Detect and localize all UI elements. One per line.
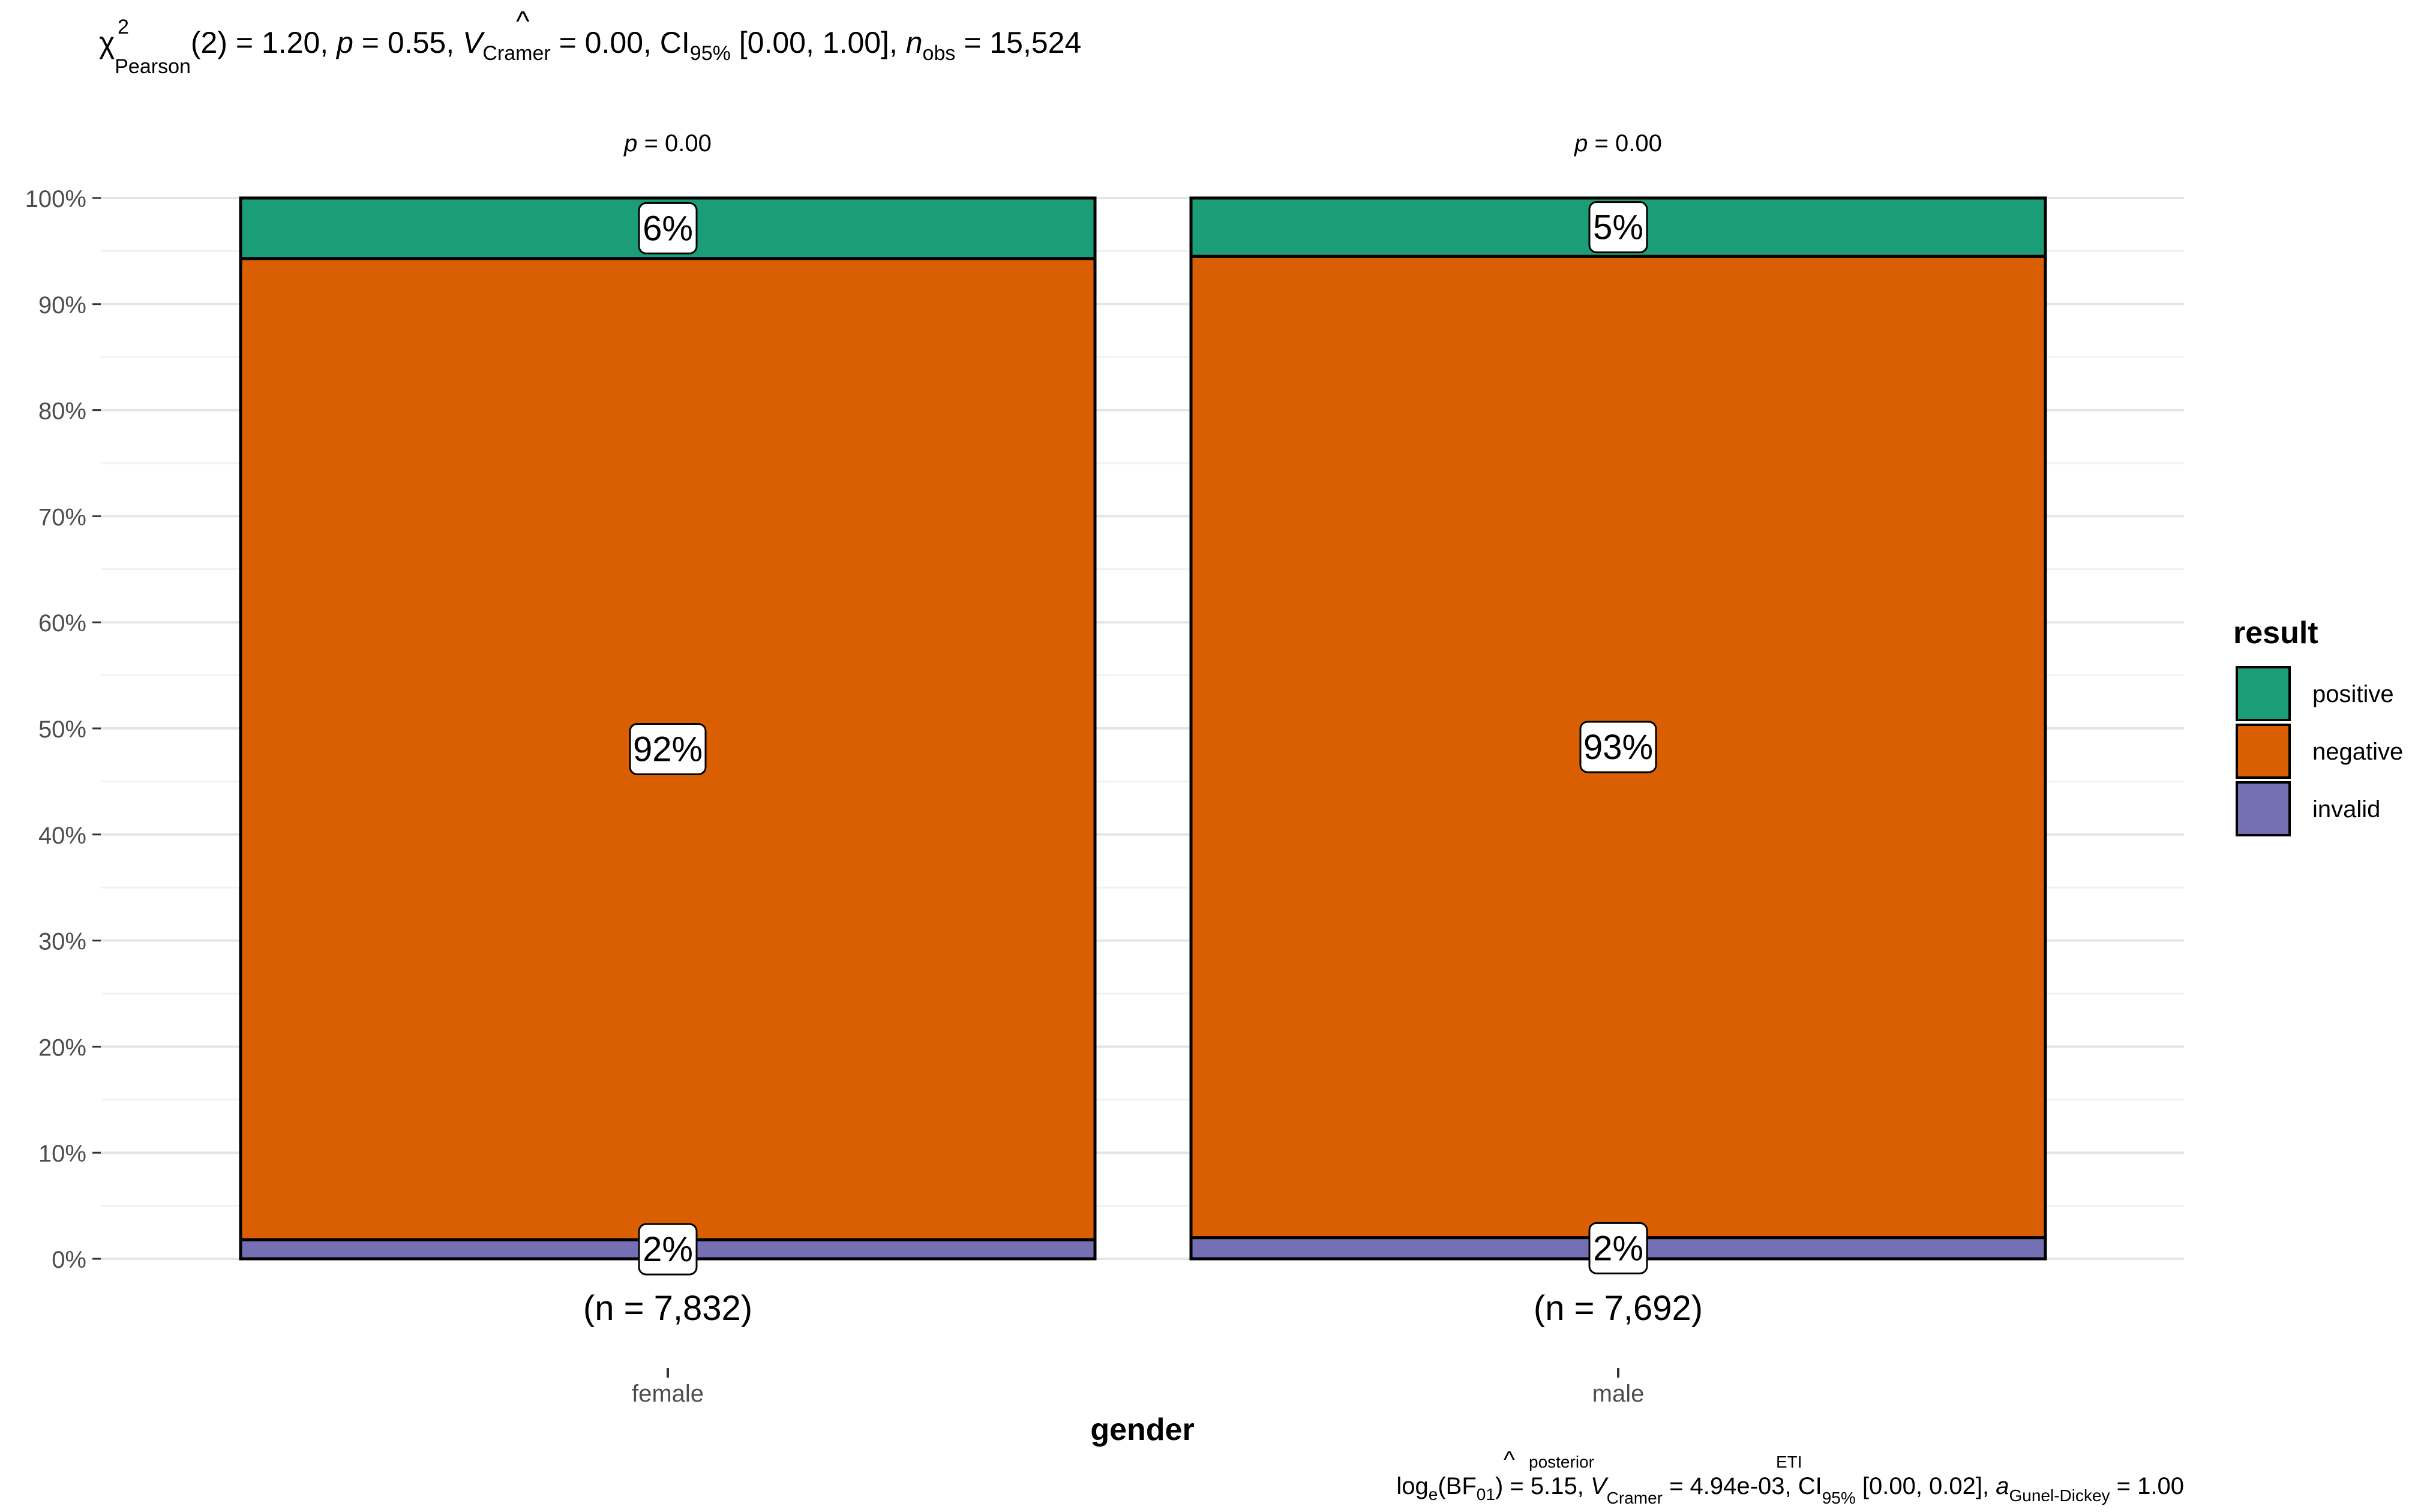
y-tick-label: 50% <box>38 716 86 743</box>
data-label: 2% <box>643 1230 693 1269</box>
caption-v-superscript: posterior <box>1529 1453 1594 1471</box>
chart-subtitle: χPearson(2) = 1.20, p = 0.55, VCramer = … <box>99 26 1081 78</box>
chi-superscript: 2 <box>118 16 129 38</box>
y-tick-label: 100% <box>25 186 86 212</box>
data-label: 92% <box>633 730 703 769</box>
y-tick-label: 40% <box>38 823 86 849</box>
legend-swatch-negative <box>2236 724 2291 779</box>
chart-caption: loge(BF01) = 5.15, VCramer = 4.94e-03, C… <box>1396 1473 2184 1507</box>
x-tick-label: male <box>1592 1381 1645 1407</box>
bar-n-label: (n = 7,832) <box>583 1289 752 1328</box>
data-label-box <box>1579 721 1657 773</box>
x-tick-label: female <box>632 1381 704 1407</box>
caption-v-hat: ^ <box>1504 1447 1515 1473</box>
bar-p-value-label: p = 0.00 <box>623 130 712 157</box>
bar-n-label: (n = 7,692) <box>1534 1289 1703 1328</box>
legend-swatch-positive <box>2236 666 2291 721</box>
data-label-box <box>1588 201 1648 254</box>
y-tick-label: 10% <box>38 1141 86 1167</box>
legend-label-positive: positive <box>2312 681 2394 707</box>
data-label: 2% <box>1593 1229 1643 1268</box>
y-tick-label: 60% <box>38 610 86 637</box>
y-tick-label: 20% <box>38 1034 86 1061</box>
legend-label-invalid: invalid <box>2312 796 2380 823</box>
v-hat: ^ <box>516 6 530 38</box>
x-axis: p = 0.00 (n = 7,832) female p = 0.00 (n = 7,… <box>583 130 1703 1447</box>
data-label: 93% <box>1583 728 1653 767</box>
data-label-layer: 2% 92% 6% 2% 93% 5% <box>629 201 1657 1276</box>
y-tick-label: 0% <box>52 1247 86 1273</box>
data-label-box <box>1588 1222 1648 1274</box>
legend-swatch-invalid <box>2236 781 2291 836</box>
x-axis-title: gender <box>1090 1412 1194 1447</box>
data-label: 5% <box>1593 208 1643 247</box>
data-label-box <box>638 202 698 254</box>
y-tick-label: 30% <box>38 929 86 955</box>
legend-title: result <box>2233 616 2318 650</box>
legend: result positive negative invalid <box>2233 616 2403 836</box>
data-label-box <box>638 1223 698 1276</box>
caption-ci-superscript: ETI <box>1776 1453 1802 1471</box>
y-tick-label: 80% <box>38 398 86 425</box>
y-tick-label: 90% <box>38 292 86 319</box>
legend-label-negative: negative <box>2312 739 2403 765</box>
y-tick-label: 70% <box>38 504 86 530</box>
data-label-box <box>629 722 707 775</box>
data-label: 6% <box>643 209 693 248</box>
bar-p-value-label: p = 0.00 <box>1574 130 1662 157</box>
y-axis: 0% 10% 20% 30% 40% 50% 60% 70% 80% 90% 100% <box>25 186 101 1273</box>
